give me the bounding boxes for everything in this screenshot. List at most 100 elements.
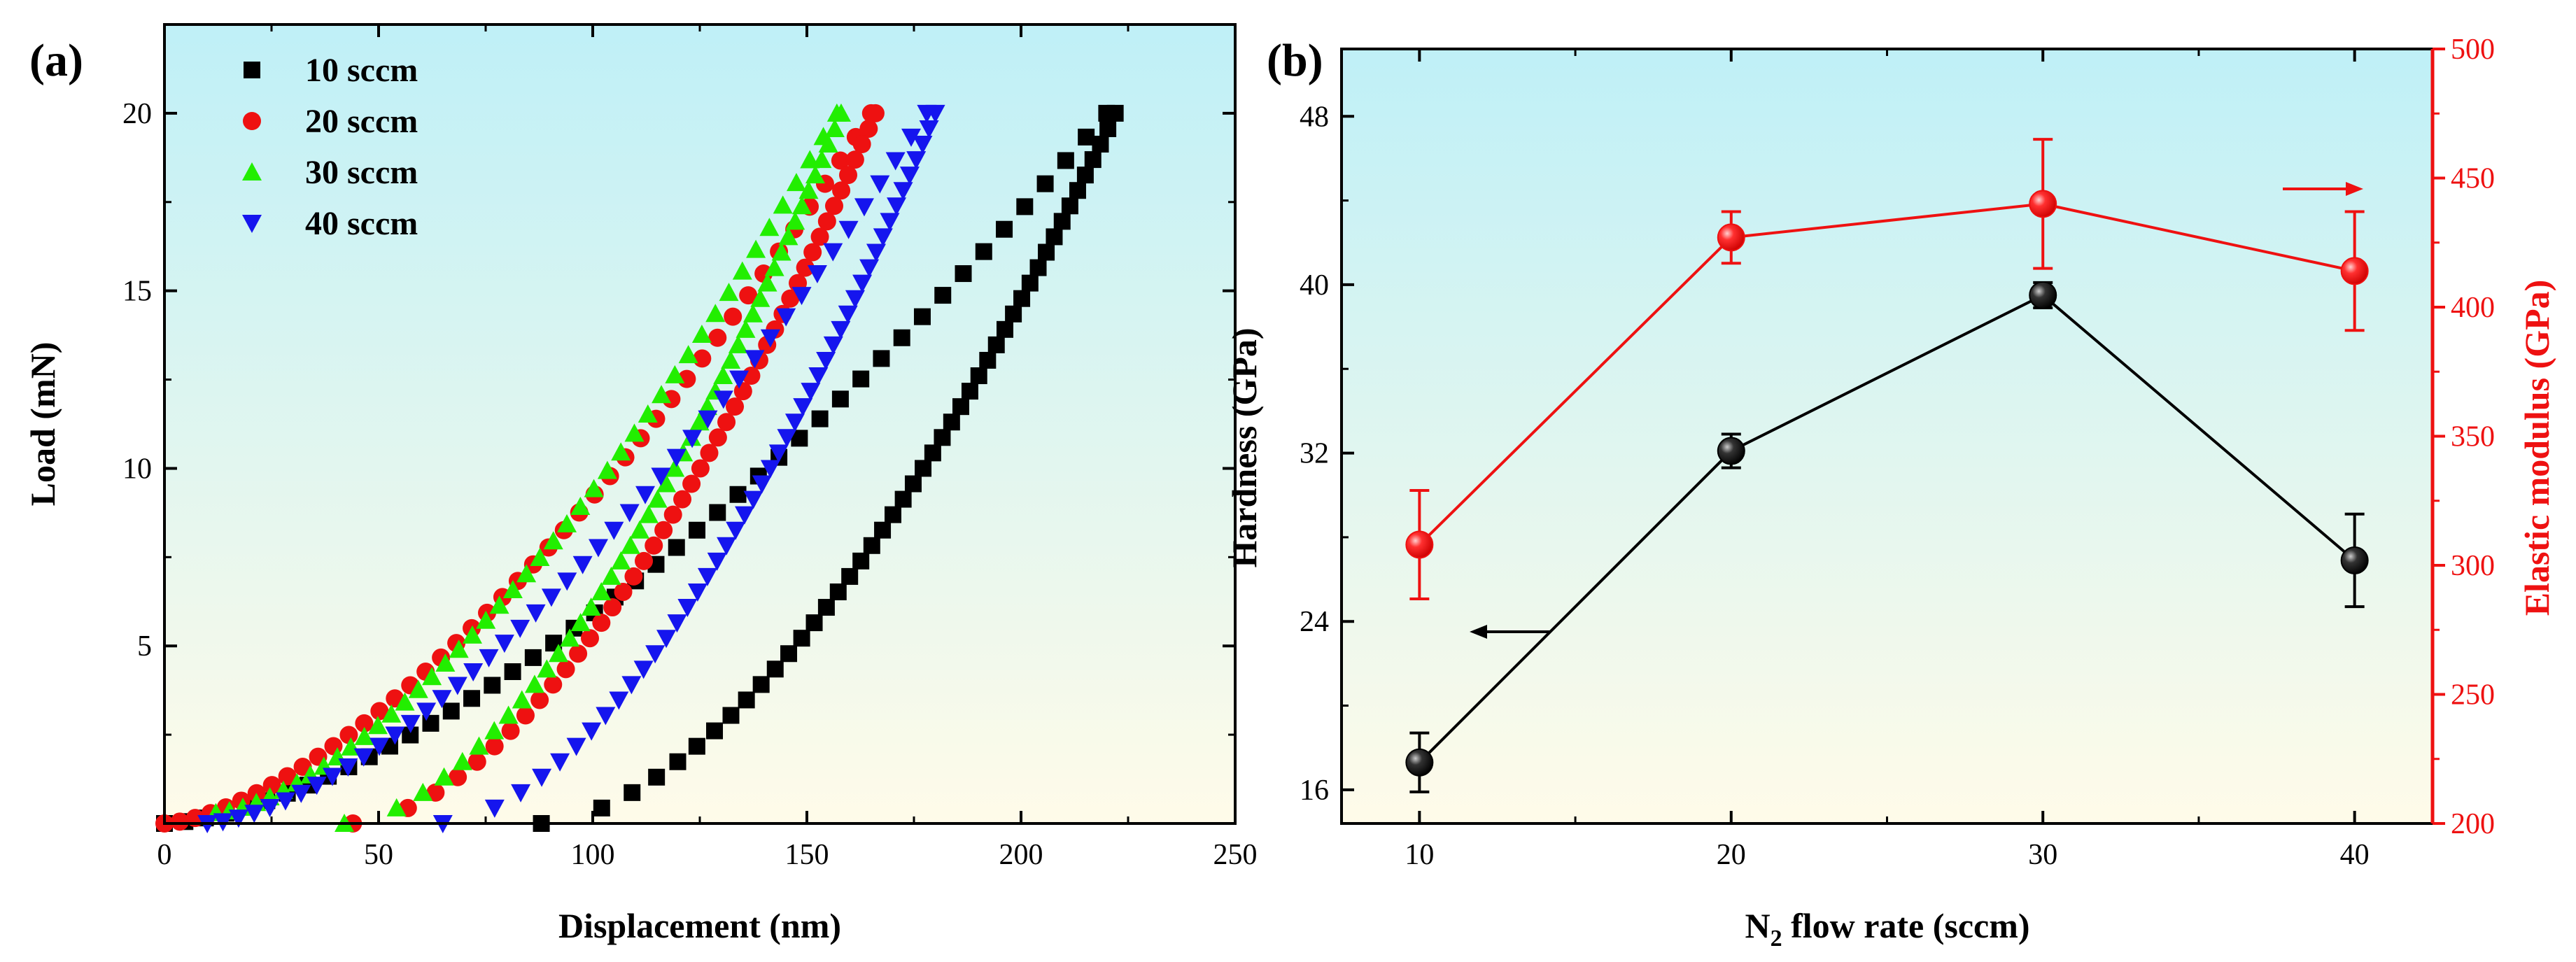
- loading-point: [479, 649, 499, 667]
- loading-point: [504, 663, 521, 681]
- loading-point: [338, 758, 358, 777]
- unloading-point: [624, 567, 643, 586]
- unloading-point: [582, 722, 602, 741]
- unloading-point: [852, 274, 873, 293]
- loading-point: [624, 423, 645, 442]
- unloading-point: [550, 753, 570, 772]
- panel-a-marks: [155, 103, 1124, 833]
- unloading-point: [768, 444, 789, 463]
- loading-point: [584, 479, 604, 497]
- loading-point: [852, 370, 870, 388]
- y-right-tick-label: 500: [2451, 34, 2495, 66]
- unloading-point: [859, 259, 880, 278]
- unloading-point: [750, 288, 770, 307]
- loading-point: [516, 564, 537, 583]
- loading-point: [408, 679, 428, 698]
- y-left-tick-label: 40: [1300, 269, 1329, 302]
- panel-b-label: (b): [1267, 35, 1323, 86]
- unloading-point: [721, 350, 741, 369]
- x-title-sub: 2: [1771, 926, 1782, 952]
- unloading-point: [1021, 274, 1039, 292]
- loading-point: [557, 514, 577, 532]
- unloading-point: [713, 366, 733, 385]
- unloading-point: [777, 429, 797, 448]
- x-title-rest: flow rate (sccm): [1782, 906, 2030, 945]
- loading-point: [760, 329, 780, 348]
- series-line: [1418, 293, 2356, 764]
- unloading-point: [728, 334, 748, 353]
- loading-point: [1057, 152, 1074, 169]
- unloading-point: [726, 397, 745, 416]
- loading-point: [462, 625, 482, 644]
- loading-point: [773, 195, 793, 214]
- loading-point: [934, 287, 952, 304]
- unloading-point: [925, 104, 945, 123]
- unloading-point: [656, 630, 677, 649]
- unloading-point: [700, 444, 719, 462]
- unloading-point: [485, 737, 504, 756]
- loading-point: [484, 677, 501, 694]
- unloading-point: [687, 583, 708, 602]
- loading-point: [705, 304, 726, 323]
- unloading-point: [726, 521, 746, 540]
- x-tick-label: 30: [2028, 839, 2057, 871]
- unloading-point: [785, 211, 805, 230]
- unloading-point: [591, 581, 612, 600]
- loading-point: [709, 504, 726, 521]
- unloading-point: [778, 227, 798, 246]
- legend-label: 30 sccm: [305, 154, 418, 191]
- unloading-point: [593, 799, 610, 816]
- panel-b-marks: [1405, 138, 2369, 793]
- loading-point: [588, 539, 608, 558]
- unloading-point: [824, 118, 845, 137]
- legend-marker: [244, 62, 260, 78]
- x-tick-label: 40: [2340, 839, 2370, 871]
- loading-point: [557, 572, 577, 591]
- loading-point: [502, 580, 523, 599]
- unloading-point: [873, 228, 893, 247]
- unloading-point: [742, 304, 763, 323]
- unloading-point: [512, 690, 532, 709]
- legend-label: 10 sccm: [305, 52, 418, 89]
- y-left-tick-label: 16: [1300, 774, 1329, 807]
- unloading-point: [677, 599, 698, 618]
- x-tick-label: 10: [1405, 839, 1434, 871]
- loading-point: [307, 777, 327, 795]
- unloading-point: [663, 505, 682, 524]
- unloading-point: [630, 520, 650, 539]
- unloading-point: [919, 120, 939, 139]
- unloading-point: [592, 614, 611, 632]
- unloading-point: [845, 290, 865, 309]
- panel-b-ticks: 10 20 30 40 16 24 32 40 48 200 250 300 350 400 450 500: [1300, 34, 2495, 871]
- loading-point: [447, 677, 467, 695]
- data-point: [1717, 437, 1745, 465]
- unloading-point: [669, 753, 687, 770]
- loading-point: [811, 410, 829, 427]
- loading-point: [807, 265, 827, 284]
- legend-label: 20 sccm: [305, 103, 418, 140]
- unloading-point: [852, 552, 870, 570]
- unloading-point: [1061, 197, 1078, 215]
- loading-point: [870, 175, 890, 194]
- loading-point: [442, 702, 460, 720]
- unloading-point: [801, 383, 821, 402]
- unloading-point: [635, 551, 654, 570]
- loading-point: [244, 805, 265, 823]
- right-axis-arrow: [2283, 182, 2363, 196]
- data-point: [2029, 190, 2057, 218]
- unloading-point: [880, 213, 900, 232]
- unloading-point: [611, 551, 631, 570]
- unloading-point: [581, 597, 601, 616]
- unloading-point: [682, 474, 701, 493]
- loading-point: [449, 639, 469, 658]
- loading-point: [831, 390, 849, 408]
- unloading-point: [832, 181, 851, 200]
- series-3-points: [197, 104, 945, 833]
- unloading-point: [924, 444, 941, 462]
- unloading-point: [691, 459, 710, 478]
- loading-point: [666, 448, 687, 467]
- loading-point: [708, 328, 727, 347]
- unloading-point: [1106, 104, 1124, 122]
- legend-marker: [243, 112, 261, 130]
